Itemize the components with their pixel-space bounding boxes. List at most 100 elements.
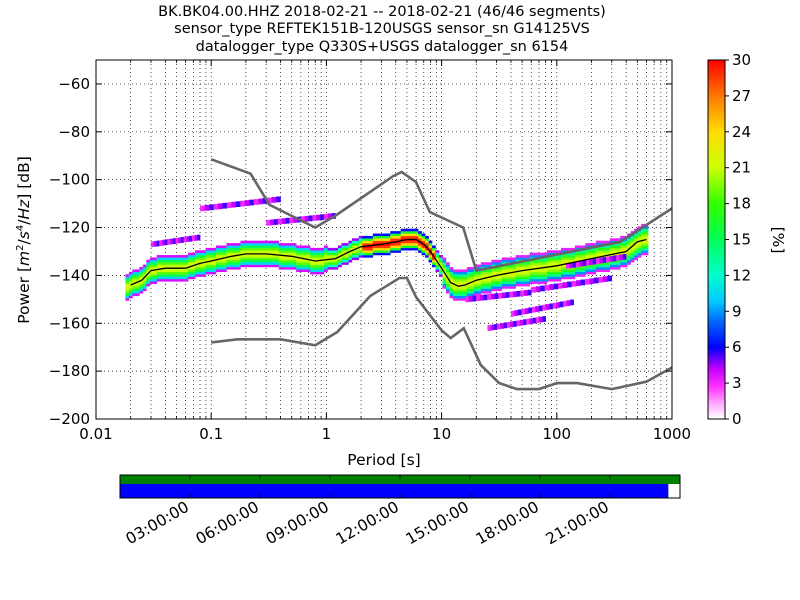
heatmap-cell — [533, 269, 537, 273]
heatmap-cell — [480, 286, 485, 289]
heatmap-cell — [153, 281, 158, 284]
heatmap-cell — [337, 247, 342, 251]
heatmap-cell — [404, 243, 408, 246]
heatmap-cell — [303, 252, 307, 256]
heatmap-cell — [330, 259, 335, 263]
heatmap-cell — [463, 281, 468, 284]
heatmap-cell — [216, 252, 220, 256]
heatmap-cell — [515, 257, 520, 261]
heatmap-cell — [146, 264, 151, 268]
heatmap-cell — [181, 274, 185, 277]
heatmap-cell — [205, 271, 210, 275]
heatmap-cell — [149, 267, 154, 270]
heatmap-cell — [404, 247, 408, 251]
heatmap-cell — [135, 281, 140, 284]
heatmap-cell — [202, 269, 206, 273]
heatmap-cell — [473, 281, 478, 284]
heatmap-cell — [637, 245, 642, 249]
heatmap-cell — [128, 278, 133, 282]
heatmap-cell — [282, 243, 286, 246]
heatmap-cell — [498, 281, 503, 284]
heatmap-cell — [613, 245, 618, 249]
heatmap-cell — [550, 259, 555, 263]
heatmap-cell — [515, 264, 520, 268]
heatmap-cell — [637, 238, 642, 241]
heatmap-cell — [470, 290, 475, 294]
heatmap-cell — [278, 255, 283, 258]
heatmap-cell — [320, 257, 325, 261]
heatmap-cell — [320, 247, 325, 251]
heatmap-cell — [247, 250, 252, 253]
heatmap-cell — [379, 233, 384, 237]
heatmap-cell — [540, 274, 544, 277]
heatmap-cell — [247, 262, 252, 265]
heatmap-cell — [153, 271, 158, 275]
heatmap-cell — [463, 271, 468, 275]
heatmap-cell — [560, 276, 565, 280]
heatmap-cell — [174, 262, 178, 265]
x-tick-label: 1 — [322, 425, 332, 443]
heatmap-cell — [174, 255, 178, 258]
mean-psd — [130, 238, 647, 287]
heatmap-cell — [637, 226, 642, 229]
heatmap-cell — [393, 235, 398, 239]
heatmap-cell — [254, 245, 259, 249]
heatmap-cell — [540, 271, 544, 275]
heatmap-cell — [598, 276, 604, 283]
heatmap-cell — [641, 252, 645, 256]
heatmap-cell — [313, 255, 318, 258]
heatmap-cell — [310, 269, 314, 273]
heatmap-cell — [149, 259, 154, 263]
heatmap-cell — [473, 288, 478, 292]
heatmap-cell — [526, 278, 530, 282]
heatmap-cell — [630, 235, 635, 239]
heatmap-cell — [282, 257, 286, 261]
heatmap-cell — [264, 250, 269, 253]
heatmap-cell — [519, 319, 524, 326]
heatmap-cell — [125, 286, 130, 289]
heatmap-cell — [317, 262, 321, 265]
heatmap-cell — [341, 252, 346, 256]
heatmap-cell — [470, 293, 475, 296]
heatmap-cell — [163, 264, 168, 268]
heatmap-cell — [432, 264, 436, 268]
heatmap-cell — [257, 240, 262, 244]
heatmap-cell — [487, 271, 492, 275]
heatmap-cell — [466, 281, 471, 284]
colorbar-label: [%] — [769, 227, 787, 254]
heatmap-cell — [125, 293, 130, 296]
heatmap-cell — [508, 269, 513, 273]
heatmap-cell — [191, 255, 196, 258]
heatmap-cell — [289, 245, 293, 249]
heatmap-cell — [219, 259, 224, 263]
heatmap-cell — [317, 255, 321, 258]
heatmap-cell — [533, 274, 537, 277]
heatmap-cell — [327, 259, 332, 263]
heatmap-cell — [637, 255, 642, 258]
heatmap-cell — [491, 262, 496, 265]
heatmap-cell — [557, 267, 562, 270]
heatmap-cell — [386, 252, 391, 256]
heatmap-cell — [602, 262, 607, 265]
heatmap-cell — [268, 240, 273, 244]
heatmap-cell — [554, 269, 558, 273]
heatmap-cell — [602, 240, 607, 244]
time-tick-label: 03:00:00 — [123, 498, 192, 548]
heatmap-cell — [202, 274, 206, 277]
heatmap-cell — [194, 235, 198, 241]
heatmap-cell — [634, 255, 638, 258]
heatmap-cell — [543, 262, 548, 265]
heatmap-cell — [487, 286, 492, 289]
heatmap-cell — [376, 250, 381, 253]
heatmap-cell — [153, 278, 158, 282]
heatmap-cell — [480, 281, 485, 284]
heatmap-cell — [397, 250, 401, 253]
heatmap-cell — [278, 245, 283, 249]
heatmap-cell — [327, 247, 332, 251]
heatmap-cell — [393, 233, 398, 237]
heatmap-cell — [386, 240, 391, 244]
heatmap-cell — [236, 252, 241, 256]
heatmap-cell — [522, 283, 527, 287]
heatmap-cell — [623, 247, 628, 251]
heatmap-cell — [569, 262, 573, 269]
